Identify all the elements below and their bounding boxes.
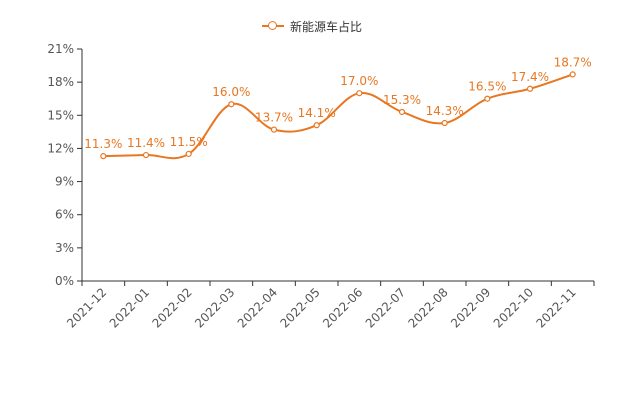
y-tick-label: 21% [47,42,74,56]
data-point[interactable] [569,71,576,78]
data-label: 16.0% [212,85,250,99]
x-tick-label: 2022-01 [107,285,152,330]
data-label: 18.7% [554,55,592,69]
data-point[interactable] [228,101,235,108]
x-tick-label: 2022-05 [277,285,322,330]
legend-label: 新能源车占比 [290,19,363,34]
axes: 0%3%6%9%12%15%18%21%2021-122022-012022-0… [47,42,595,331]
data-point[interactable] [484,95,491,102]
data-label: 13.7% [255,111,293,125]
x-tick-label: 2022-11 [533,285,578,330]
data-label: 17.0% [340,74,378,88]
data-point[interactable] [270,126,278,133]
x-tick-label: 2022-08 [405,285,450,330]
data-point[interactable] [313,122,320,129]
y-tick-label: 12% [47,141,74,155]
x-tick-label: 2022-10 [491,285,536,330]
y-tick-label: 6% [55,208,74,222]
y-tick-label: 9% [55,175,74,189]
data-label: 14.3% [426,104,464,118]
data-point[interactable] [526,85,534,92]
data-point[interactable] [185,150,192,158]
data-point[interactable] [398,108,406,116]
y-tick-label: 0% [55,274,74,288]
x-tick-label: 2022-09 [448,285,493,330]
x-tick-label: 2022-04 [235,285,280,330]
legend-line-icon [262,21,284,30]
y-tick-label: 3% [55,241,74,255]
x-tick-label: 2022-06 [320,285,365,330]
series-group: 11.3% 11.4% 11.5% 16.0% 13.7% 14.1% 17.0% 15.3%… [84,55,592,160]
data-point[interactable] [100,153,107,160]
data-point[interactable] [441,119,448,127]
y-tick-label: 18% [47,75,74,89]
x-tick-label: 2022-02 [149,285,194,330]
x-tick-label: 2021-12 [64,285,109,330]
x-tick-label: 2022-07 [363,285,408,330]
data-label: 16.5% [468,80,506,94]
data-label: 11.4% [127,136,165,150]
data-label: 11.5% [170,135,208,149]
y-tick-label: 15% [47,108,74,122]
x-tick-label: 2022-03 [192,285,237,330]
data-label: 11.3% [84,137,122,151]
data-point[interactable] [356,90,363,97]
data-label: 17.4% [511,70,549,84]
data-point[interactable] [142,151,150,159]
data-label: 14.1% [298,106,336,120]
data-label: 15.3% [383,93,421,107]
legend[interactable]: 新能源车占比 [262,16,362,36]
